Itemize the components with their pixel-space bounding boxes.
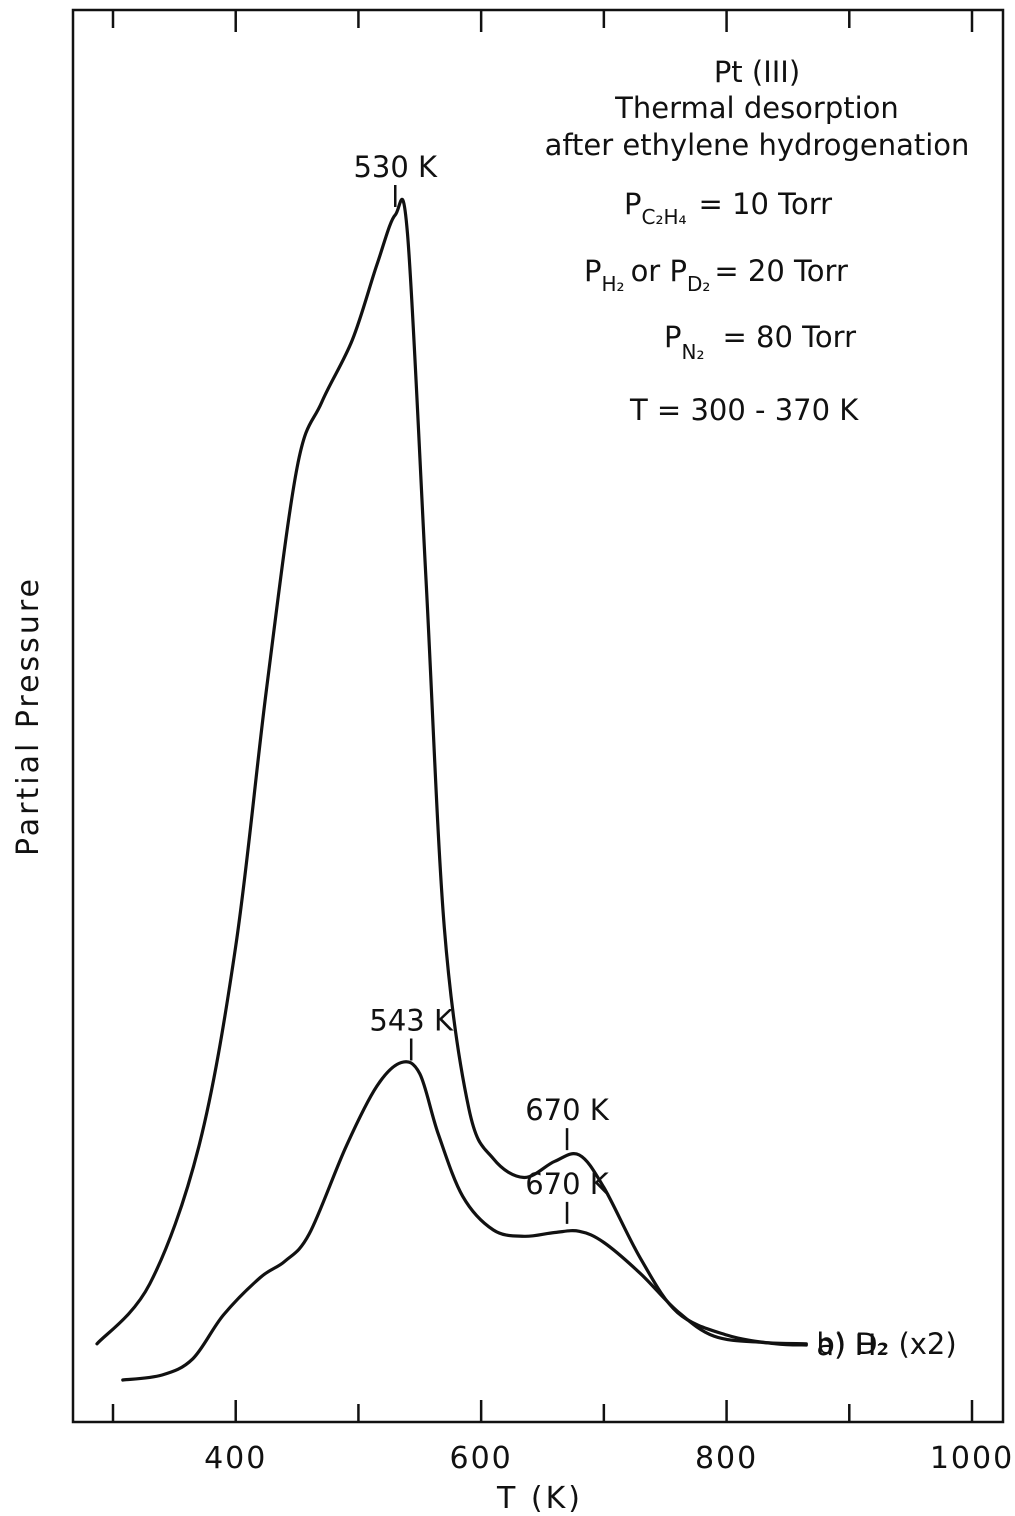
x-tick-label-1000: 1000 <box>930 1441 1014 1476</box>
plot-frame <box>71 8 1005 1424</box>
series-lines <box>95 197 808 1382</box>
x-axis-label: T (K) <box>496 1481 583 1516</box>
series-labels: a) H₂b) D₂ (x2) <box>816 1327 956 1362</box>
x-tick-label-800: 800 <box>695 1441 758 1476</box>
experiment-annotation: Pt (III) Thermal desorption after ethyle… <box>545 55 970 427</box>
annotation-temperature-range: T = 300 - 370 K <box>629 393 859 427</box>
pressure-c2h4-symbol: P <box>624 187 642 221</box>
pressure-h2-value: = 20 Torr <box>714 254 848 288</box>
annotation-line-condition: after ethylene hydrogenation <box>545 128 970 162</box>
pressure-c2h4-subscript: C₂H₄ <box>642 205 687 229</box>
annotation-line-sample: Pt (III) <box>714 55 800 89</box>
x-tick-label-600: 600 <box>450 1441 513 1476</box>
peak-label-1-1: 670 K <box>525 1167 610 1201</box>
series-line-1 <box>121 1060 808 1382</box>
pressure-n2-value: = 80 Torr <box>722 320 856 354</box>
pressure-h2-subscript: H₂ <box>602 272 625 296</box>
pressure-d2-symbol: or P <box>631 254 687 288</box>
series-line-0 <box>95 197 808 1347</box>
pressure-d2-subscript: D₂ <box>687 272 710 296</box>
peak-label-1-0: 543 K <box>369 1004 454 1038</box>
x-axis-tick-labels: 400 600 800 1000 <box>204 1441 1014 1476</box>
x-axis-ticks-top <box>111 10 974 32</box>
pressure-c2h4: PC₂H₄ = 10 Torr <box>624 187 832 229</box>
pressure-c2h4-value: = 10 Torr <box>699 187 833 221</box>
series-label-0: a) H₂ <box>816 1328 888 1362</box>
peak-label-0-0: 530 K <box>353 150 438 184</box>
pressure-n2-symbol: P <box>664 320 682 354</box>
peak-annotations: 530 K 670 K 543 K 670 K <box>353 150 610 1224</box>
series-label-1: b) D₂ (x2) <box>816 1327 956 1361</box>
pressure-h2-symbol: P <box>584 254 602 288</box>
x-tick-label-400: 400 <box>204 1441 267 1476</box>
peak-label-0-1: 670 K <box>525 1093 610 1127</box>
pressure-h2-d2: PH₂ or PD₂ = 20 Torr <box>584 254 848 296</box>
y-axis-label: Partial Pressure <box>11 576 46 856</box>
pressure-n2-subscript: N₂ <box>682 340 705 364</box>
annotation-line-method: Thermal desorption <box>614 91 899 125</box>
x-axis-ticks-bottom <box>111 1400 974 1422</box>
pressure-n2: PN₂ = 80 Torr <box>664 320 856 364</box>
